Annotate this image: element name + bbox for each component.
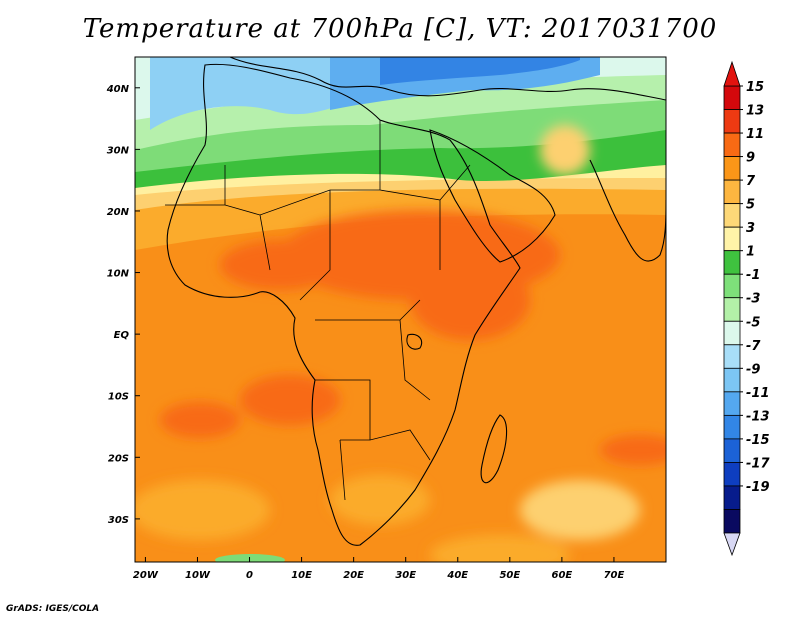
colorbar-label: -19	[746, 480, 770, 495]
lon-tick-label: 40E	[446, 570, 468, 581]
colorbar-label: 1	[746, 245, 755, 260]
lat-tick-label: 20N	[107, 207, 130, 218]
colorbar-label: -9	[746, 362, 760, 377]
colorbar-segment	[723, 391, 741, 416]
latitude-ticks: 40N 30N 20N 10N EQ 10S 20S 30S	[106, 84, 140, 526]
lat-tick-label: 30S	[108, 515, 129, 526]
lon-tick-label: 20E	[343, 570, 364, 581]
lon-tick-label: 10W	[185, 570, 211, 581]
colorbar-segment	[723, 414, 741, 440]
coastlines	[165, 57, 666, 546]
colorbar-segment	[723, 226, 741, 252]
colorbar-label: 13	[746, 104, 764, 119]
credit-text: GrADS: IGES/COLA	[6, 604, 100, 614]
lat-tick-label: 30N	[107, 145, 130, 156]
colorbar-segment	[723, 509, 741, 534]
colorbar-segment	[723, 297, 741, 322]
colorbar-segment	[723, 273, 741, 299]
colorbar-segment	[723, 485, 741, 510]
europe-coast	[229, 57, 666, 101]
colorbar-label: 11	[746, 127, 764, 142]
lon-tick-label: 50E	[499, 570, 520, 581]
border-lines	[165, 120, 471, 501]
chart-title: Temperature at 700hPa [C], VT: 201703170…	[82, 14, 718, 44]
colorbar-segment	[723, 250, 741, 275]
colorbar-under-arrow	[723, 532, 741, 557]
colorbar-segment	[723, 156, 741, 181]
colorbar-label: -17	[746, 456, 770, 471]
lon-tick-label: 0	[246, 570, 253, 581]
colorbar-segment	[723, 203, 741, 228]
field-band-m13	[380, 57, 580, 85]
colorbar-segment	[723, 85, 741, 110]
madagascar-coast	[480, 414, 508, 484]
arabia-coast	[429, 129, 556, 263]
plot-frame	[134, 56, 667, 563]
lon-tick-label: 10E	[291, 570, 312, 581]
colorbar-label: 15	[746, 80, 764, 95]
colorbar-label: -5	[746, 315, 760, 330]
colorbar-label: 9	[746, 151, 755, 166]
colorbar-label: -1	[746, 268, 760, 283]
colorbar-label: 7	[746, 174, 756, 189]
colorbar-segment	[723, 109, 741, 134]
colorbar-label: -15	[746, 433, 770, 448]
colorbar-label: 5	[746, 198, 755, 213]
colorbar-label: 3	[746, 221, 755, 236]
lon-tick-label: 70E	[604, 570, 625, 581]
lat-tick-label: 10S	[108, 392, 129, 403]
lat-tick-label: EQ	[114, 330, 130, 341]
lat-tick-label: 40N	[106, 84, 130, 95]
india-coast	[589, 159, 666, 262]
colorbar: 15 13 11 9 7 5 3 1 -1 -3 -5 -7 -9 -11 -13 -15 -17 -19	[723, 60, 770, 557]
africa-coast	[166, 63, 521, 546]
colorbar-segment	[723, 320, 741, 346]
colorbar-segment	[723, 344, 741, 369]
lat-tick-label: 10N	[107, 269, 130, 280]
colorbar-segment	[723, 462, 741, 487]
colorbar-label: -13	[746, 409, 770, 424]
colorbar-segment	[723, 367, 741, 393]
field-band-m7	[150, 57, 350, 130]
lat-tick-label: 20S	[108, 453, 129, 464]
temperature-field	[135, 57, 666, 562]
lon-tick-label: 20W	[133, 570, 159, 581]
colorbar-label: -3	[746, 292, 760, 307]
lon-tick-label: 30E	[395, 570, 416, 581]
lake-victoria	[406, 333, 423, 350]
longitude-ticks: 20W 10W 0 10E 20E 30E 40E 50E 60E 70E	[133, 557, 625, 581]
colorbar-segment	[723, 132, 741, 157]
colorbar-segment	[723, 438, 741, 463]
colorbar-segment	[723, 179, 741, 205]
lon-tick-label: 60E	[552, 570, 573, 581]
colorbar-label: -7	[746, 339, 761, 354]
colorbar-label: -11	[746, 386, 770, 401]
field-warm-patches	[135, 125, 666, 562]
colorbar-over-arrow	[723, 60, 741, 87]
